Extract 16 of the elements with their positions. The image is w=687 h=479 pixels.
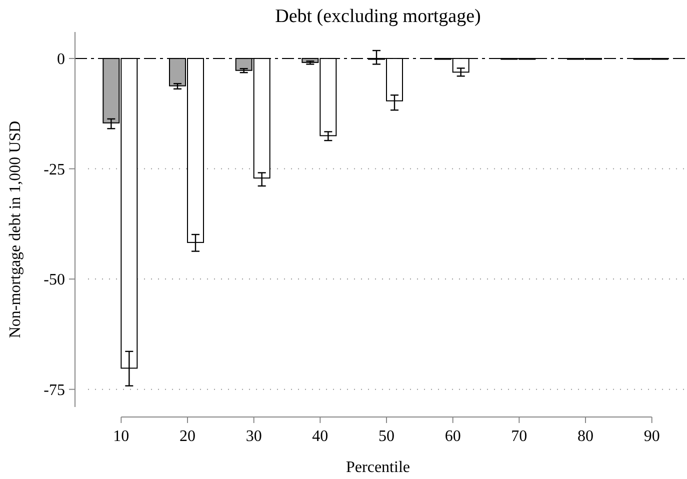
y-tick-label: 0 [57,51,65,68]
x-axis-title: Percentile [346,459,410,476]
x-tick-label: 40 [312,428,328,445]
x-tick-label: 20 [180,428,196,445]
x-tick-label: 50 [378,428,394,445]
x-tick-label: 70 [511,428,528,445]
chart-title: Debt (excluding mortgage) [275,6,481,27]
x-tick-label: 10 [113,428,130,445]
x-tick-label: 30 [246,428,262,445]
y-tick-label: -50 [44,272,65,289]
x-tick-label: 80 [578,428,594,445]
x-tick-label: 90 [644,428,660,445]
y-tick-label: -25 [44,161,65,178]
y-tick-label: -75 [44,382,65,399]
x-tick-label: 60 [444,428,461,445]
y-axis-title: Non-mortgage debt in 1,000 USD [7,120,24,338]
